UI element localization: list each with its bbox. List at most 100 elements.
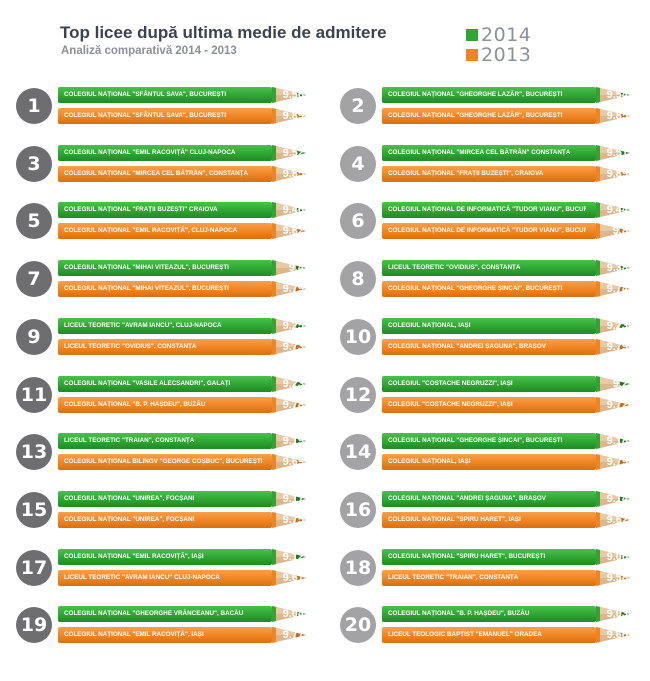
school-name-2013: COLEGIUL NAȚIONAL "GHEORGHE ȘINCAI", BUC…: [388, 285, 563, 292]
pencil-tip-icon: [596, 491, 630, 507]
rank-badge: 12: [340, 377, 376, 413]
bar-2014: COLEGIUL "COSTACHE NEGRUZZI", IAȘI 9.2: [382, 376, 630, 392]
pencil-tip-icon: [272, 281, 306, 297]
score-label-2013: 9.79: [282, 283, 304, 295]
school-name-2014: COLEGIUL NAȚIONAL "GHEORGHE ȘINCAI", BUC…: [388, 437, 563, 444]
pencil-tip-icon: [596, 627, 630, 643]
school-name-2013: LICEUL TEORETIC "TRAIAN", CONSTANȚA: [388, 574, 519, 581]
bar-2014: COLEGIUL NAȚIONAL "MIRCEA CEL BĂTRÂN" CO…: [382, 145, 630, 161]
school-name-2013: LICEUL TEOLOGIC BAPTIST "EMANUEL" ORADEA: [388, 631, 542, 638]
pencil-body: [58, 260, 272, 276]
pencil-body: [58, 281, 272, 297]
rank-entry: 10 COLEGIUL NAȚIONAL, IAȘI 9.23 COLEGIUL NA…: [340, 315, 640, 359]
bar-2014: COLEGIUL NAȚIONAL "ANDREI ȘAGUNA", BRAȘO…: [382, 491, 630, 507]
rank-badge: 7: [16, 261, 52, 297]
legend-item-2013: 2013: [466, 44, 546, 66]
bar-2014: COLEGIUL NAȚIONAL "FRAȚII BUZEȘTI" CRAIO…: [58, 202, 306, 218]
legend-swatch-2013: [466, 49, 478, 61]
school-name-2013: COLEGIUL NAȚIONAL "EMIL RACOVIȚĂ", CLUJ-…: [64, 227, 238, 234]
school-name-2014: COLEGIUL NAȚIONAL "EMIL RACOVIȚĂ", IAȘI: [64, 553, 204, 560]
pencil-body: [382, 491, 596, 507]
pencil-tip-icon: [596, 454, 630, 470]
school-name-2013: COLEGIUL NAȚIONAL "UNIREA", FOCȘANI: [64, 516, 195, 523]
school-name-2014: COLEGIUL NAȚIONAL "UNIREA", FOCȘANI: [64, 495, 195, 502]
rank-entry: 5 COLEGIUL NAȚIONAL "FRAȚII BUZEȘTI" CRAI…: [16, 199, 316, 243]
pencil-body: [382, 397, 596, 413]
rank-badge: 14: [340, 434, 376, 470]
rank-entry: 4 COLEGIUL NAȚIONAL "MIRCEA CEL BĂTRÂN" C…: [340, 142, 640, 186]
pencil-body: [58, 570, 272, 586]
school-name-2014: COLEGIUL NAȚIONAL, IAȘI: [388, 322, 471, 329]
pencil-tip-icon: [596, 281, 630, 297]
bar-2014: COLEGIUL NAȚIONAL "EMIL RACOVIȚĂ" CLUJ-N…: [58, 145, 306, 161]
pencil-tip-icon: [272, 260, 306, 276]
score-label-2014: 9.17: [282, 493, 304, 505]
rank-badge: 1: [16, 88, 52, 124]
rank-entry: 11 COLEGIUL NAȚIONAL "VASILE ALECSANDRI",…: [16, 373, 316, 417]
chart-subtitle: Analiză comparativă 2014 - 2013: [61, 45, 237, 57]
pencil-body: [58, 491, 272, 507]
school-name-2014: LICEUL TEORETIC "OVIDIUS", CONSTANȚA: [388, 264, 521, 271]
legend: 2014 2013: [466, 24, 546, 66]
score-label-2014: 9.14: [606, 493, 628, 505]
score-label-2014: 9.03: [606, 608, 628, 620]
pencil-tip-icon: [272, 433, 306, 449]
school-name-2014: LICEUL TEORETIC "AVRAM IANCU", CLUJ-NAPO…: [64, 322, 222, 329]
rank-badge: 8: [340, 261, 376, 297]
school-name-2014: COLEGIUL NAȚIONAL "VASILE ALECSANDRI", G…: [64, 380, 231, 387]
bar-2013: COLEGIUL NAȚIONAL "MIRCEA CEL BĂTRÂN", C…: [58, 166, 306, 182]
pencil-tip-icon: [272, 223, 306, 239]
pencil-body: [382, 202, 596, 218]
pencil-body: [58, 627, 272, 643]
pencil-tip-icon: [272, 318, 306, 334]
pencil-tip-icon: [272, 166, 306, 182]
score-label-2013: 9.89: [282, 110, 304, 122]
bar-2014: COLEGIUL NAȚIONAL "MIHAI VITEAZUL", BUCU…: [58, 260, 306, 276]
rank-badge: 4: [340, 146, 376, 182]
pencil-body: [382, 339, 596, 355]
pencil-tip-icon: [596, 549, 630, 565]
pencil-tip-icon: [272, 376, 306, 392]
school-name-2013: COLEGIUL NAȚIONAL BILINGV "GEORGE COȘBUC…: [64, 458, 262, 465]
legend-item-2014: 2014: [466, 24, 546, 46]
school-name-2014: COLEGIUL "COSTACHE NEGRUZZI", IAȘI: [388, 380, 513, 387]
school-name-2013: COLEGIUL "COSTACHE NEGRUZZI", IAȘI: [388, 401, 513, 408]
pencil-tip-icon: [272, 491, 306, 507]
pencil-body: [58, 318, 272, 334]
score-label-2014: 9.19: [282, 435, 304, 447]
rank-entry: 20 COLEGIUL NAȚIONAL "B. P. HAȘDEU", BUZĂ…: [340, 603, 640, 647]
chart-title: Top licee după ultima medie de admitere: [60, 23, 387, 42]
rank-badge: 13: [16, 434, 52, 470]
bar-2014: COLEGIUL NAȚIONAL, IAȘI 9.23: [382, 318, 630, 334]
score-label-2013: 9.75: [282, 514, 304, 526]
pencil-tip-icon: [272, 606, 306, 622]
score-label-2014: 9.2: [612, 378, 628, 390]
rank-entry: 9 LICEUL TEORETIC "AVRAM IANCU", CLUJ-NAP…: [16, 315, 316, 359]
bar-2013: LICEUL TEOLOGIC BAPTIST "EMANUEL" ORADEA…: [382, 627, 630, 643]
score-label-2014: 9.23: [606, 320, 628, 332]
pencil-body: [58, 145, 272, 161]
legend-label-2014: 2014: [481, 24, 532, 46]
school-name-2013: COLEGIUL NAȚIONAL "GHEORGHE LAZĂR", BUCU…: [388, 112, 563, 119]
pencil-body: [58, 202, 272, 218]
score-label-2014: 9.46: [282, 204, 304, 216]
legend-label-2013: 2013: [481, 44, 532, 66]
pencil-body: [382, 627, 596, 643]
pencil-body: [382, 433, 596, 449]
score-label-2014: 9.12: [282, 551, 304, 563]
school-name-2014: COLEGIUL NAȚIONAL "EMIL RACOVIȚĂ" CLUJ-N…: [64, 149, 236, 156]
rank-entry: 19 COLEGIUL NAȚIONAL "GHEORGHE VRĂNCEANU"…: [16, 603, 316, 647]
pencil-tip-icon: [596, 166, 630, 182]
school-name-2013: COLEGIUL NAȚIONAL "FRAȚII BUZEȘTI", CRAI…: [388, 170, 544, 177]
score-label-2014: 9.56: [282, 89, 304, 101]
pencil-tip-icon: [272, 549, 306, 565]
rank-badge: 10: [340, 319, 376, 355]
pencil-tip-icon: [596, 606, 630, 622]
score-label-2013: 9.79: [606, 456, 628, 468]
pencil-tip-icon: [272, 570, 306, 586]
pencil-tip-icon: [272, 512, 306, 528]
school-name-2013: COLEGIUL NAȚIONAL "ANDREI ȘAGUNA", BRAȘO…: [388, 343, 546, 350]
score-label-2013: 9.73: [282, 341, 304, 353]
bar-2013: COLEGIUL NAȚIONAL "FRAȚII BUZEȘTI", CRAI…: [382, 166, 630, 182]
